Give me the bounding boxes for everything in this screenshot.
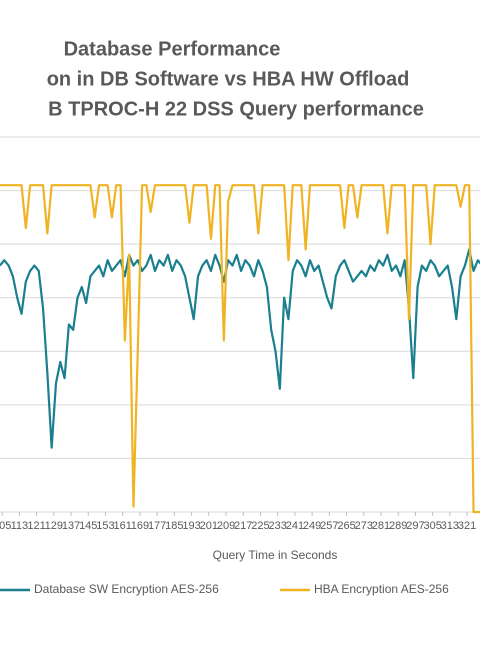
x-tick-label: 225 [251,520,269,532]
x-axis-title: Query Time in Seconds [213,548,338,562]
legend-label: HBA Encryption AES-256 [314,582,449,596]
x-tick-label: 201 [200,520,218,532]
x-tick-label: 185 [165,520,183,532]
x-tick-label: 129 [45,520,63,532]
data-line [0,248,480,449]
x-tick-label: 161 [114,520,132,532]
x-tick-label: 305 [423,520,441,532]
chart-title: B TPROC-H 22 DSS Query performance [48,98,424,120]
x-tick-label: 321 [458,520,476,532]
chart-title: on in DB Software vs HBA HW Offload [47,68,410,90]
x-tick-label: 289 [389,520,407,532]
x-tick-label: 177 [148,520,166,532]
x-tick-label: 137 [62,520,80,532]
chart-title: Database Performance [64,38,281,60]
x-tick-label: 273 [355,520,373,532]
x-tick-label: 297 [406,520,424,532]
x-tick-label: 233 [268,520,286,532]
x-tick-label: 121 [27,520,45,532]
x-tick-label: 281 [372,520,390,532]
x-tick-label: 113 [11,520,29,532]
x-tick-label: 105 [0,520,11,532]
legend-label: Database SW Encryption AES-256 [34,582,219,596]
x-tick-label: 169 [131,520,149,532]
plot-area [0,184,480,514]
x-tick-label: 257 [320,520,338,532]
x-tick-label: 249 [303,520,321,532]
x-tick-label: 265 [337,520,355,532]
x-tick-label: 193 [182,520,200,532]
x-tick-label: 313 [441,520,459,532]
data-line [0,184,480,514]
x-tick-label: 241 [286,520,304,532]
x-tick-label: 217 [234,520,252,532]
x-tick-label: 209 [217,520,235,532]
x-tick-label: 145 [79,520,97,532]
x-tick-label: 153 [96,520,114,532]
